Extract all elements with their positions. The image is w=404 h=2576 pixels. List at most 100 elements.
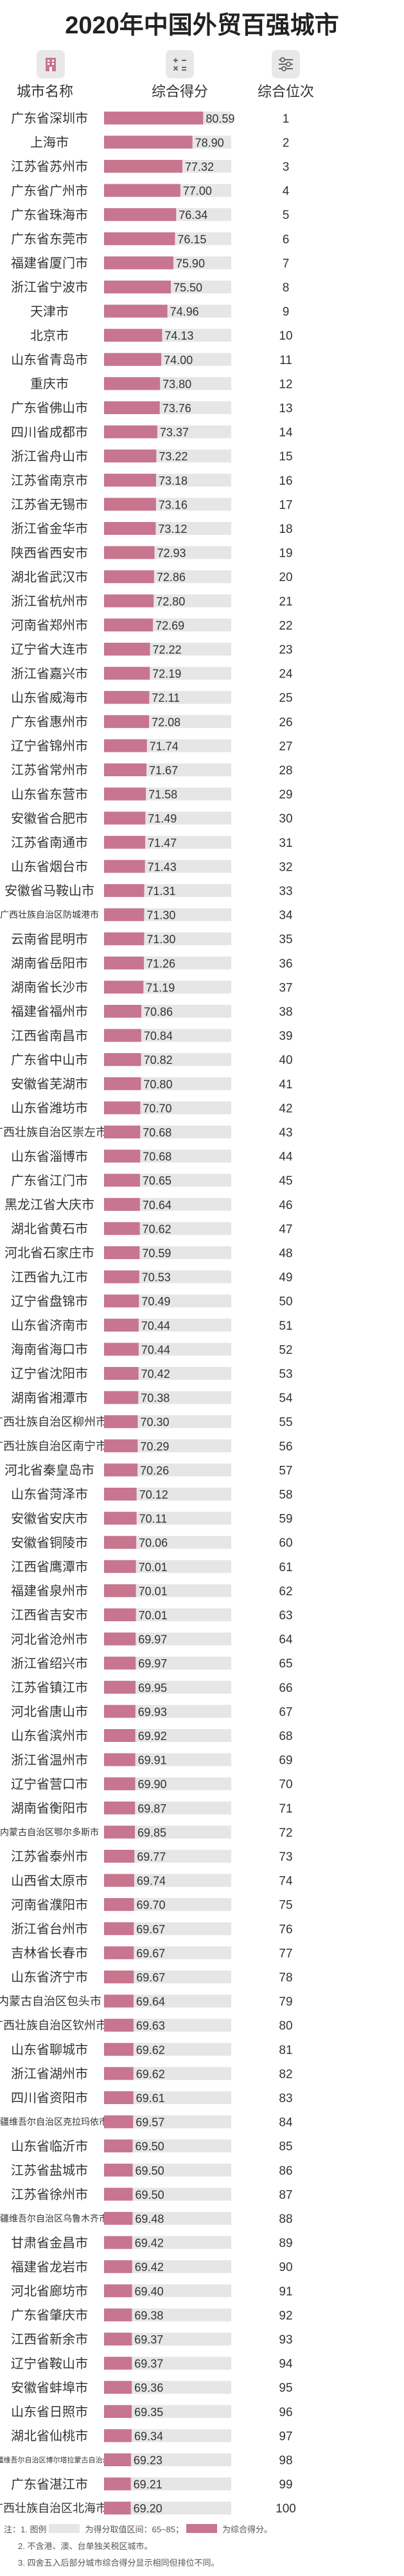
rank-value: 55	[279, 1416, 292, 1429]
rank-value: 23	[279, 643, 292, 657]
rank-value: 62	[279, 1585, 292, 1598]
score-bar	[104, 812, 146, 825]
city-label: 河北省唐山市	[11, 1705, 88, 1719]
score-value: 69.97	[138, 1657, 167, 1670]
score-value: 69.70	[137, 1899, 166, 1911]
city-label: 云南省昆明市	[11, 932, 88, 946]
city-label: 广西壮族自治区防城港市	[0, 910, 99, 920]
score-bar	[104, 739, 147, 753]
score-value: 69.42	[135, 2237, 164, 2250]
rank-value: 54	[279, 1392, 293, 1405]
score-value: 69.77	[137, 1850, 166, 1863]
score-value: 73.22	[159, 450, 188, 463]
bar-range-background	[104, 1705, 231, 1718]
rank-value: 35	[279, 933, 292, 946]
score-bar	[104, 1126, 141, 1138]
rank-value: 21	[279, 595, 292, 609]
score-bar	[104, 1149, 141, 1163]
score-value: 69.35	[134, 2406, 163, 2419]
city-label: 山东省日照市	[11, 2405, 88, 2419]
city-label: 湖北省武汉市	[11, 570, 88, 584]
score-value: 77.00	[183, 185, 212, 198]
score-bar	[104, 256, 173, 270]
score-bar	[104, 2453, 131, 2466]
score-bar	[104, 208, 177, 222]
bar-range-background	[104, 2067, 231, 2080]
rank-value: 42	[279, 1102, 292, 1115]
rank-value: 26	[279, 716, 292, 729]
score-bar	[104, 2067, 134, 2080]
city-label: 内蒙古自治区鄂尔多斯市	[0, 1827, 99, 1837]
rank-value: 1	[283, 112, 290, 126]
rank-value: 46	[279, 1199, 292, 1212]
score-bar	[104, 498, 156, 511]
rank-value: 34	[279, 909, 293, 923]
city-label: 浙江省舟山市	[11, 449, 88, 464]
score-bar	[104, 691, 150, 704]
score-bar	[104, 643, 150, 656]
city-label: 广东省中山市	[11, 1052, 88, 1067]
city-label: 山东省临沂市	[11, 2139, 88, 2154]
score-bar	[104, 522, 156, 535]
score-value: 70.12	[139, 1488, 168, 1501]
city-label: 山东省威海市	[11, 690, 88, 705]
score-value: 70.49	[141, 1295, 170, 1308]
score-value: 70.38	[141, 1392, 170, 1405]
city-label: 山东省菏泽市	[11, 1487, 88, 1502]
city-label: 上海市	[30, 135, 69, 150]
city-label: 新疆维吾尔自治区乌鲁木齐市	[0, 2213, 108, 2224]
city-label: 黑龙江省大庆市	[4, 1197, 94, 1212]
bar-range-background	[104, 2381, 231, 2394]
city-label: 江苏省镇江市	[11, 1680, 88, 1695]
score-value: 73.76	[162, 402, 191, 415]
city-label: 福建省泉州市	[11, 1584, 88, 1599]
city-label: 广西壮族自治区柳州市	[0, 1416, 107, 1429]
score-value: 69.62	[136, 2067, 165, 2080]
rank-value: 2	[283, 136, 290, 150]
rank-value: 95	[279, 2381, 292, 2395]
bar-range-background	[104, 2212, 231, 2225]
rank-value: 69	[279, 1754, 292, 1768]
rank-value: 66	[279, 1682, 292, 1695]
score-value: 69.61	[136, 2092, 165, 2105]
bar-range-background	[104, 1850, 231, 1863]
rank-value: 7	[283, 257, 290, 270]
score-value: 70.64	[143, 1199, 171, 1212]
score-bar	[104, 1994, 134, 2008]
note-2: 2. 不含港、澳、台单独关税区城市。	[18, 2541, 153, 2551]
score-bar	[104, 2212, 133, 2225]
score-value: 69.37	[134, 2358, 163, 2371]
score-value: 69.93	[138, 1705, 167, 1718]
city-label: 浙江省绍兴市	[11, 1656, 88, 1671]
city-label: 辽宁省锦州市	[11, 739, 88, 754]
rank-value: 12	[279, 378, 292, 391]
rank-value: 40	[279, 1054, 292, 1067]
score-bar	[104, 1488, 137, 1501]
score-value: 70.86	[144, 1005, 173, 1018]
city-label: 河北省廊坊市	[11, 2284, 88, 2299]
rank-value: 17	[279, 498, 292, 512]
score-bar	[104, 1657, 136, 1670]
rank-value: 14	[279, 426, 293, 440]
score-bar	[104, 1777, 136, 1791]
score-bar	[104, 1246, 140, 1259]
note-1-prefix: 注：1. 图例	[4, 2524, 47, 2534]
city-label: 甘肃省金昌市	[11, 2236, 88, 2250]
score-bar	[104, 1922, 134, 1935]
rank-value: 91	[279, 2285, 292, 2299]
score-value: 70.84	[144, 1030, 173, 1043]
rank-value: 87	[279, 2188, 292, 2202]
city-label: 江西省吉安市	[11, 1608, 88, 1623]
score-bar	[104, 1270, 139, 1284]
score-bar	[104, 763, 147, 776]
city-label: 山东省潍坊市	[11, 1101, 88, 1116]
score-value: 69.57	[136, 2116, 164, 2129]
city-label: 江苏省无锡市	[11, 498, 88, 512]
rank-value: 53	[279, 1368, 292, 1381]
city-label: 广东省东莞市	[11, 232, 88, 247]
score-bar	[104, 1632, 136, 1646]
score-bar	[104, 1874, 134, 1887]
page-title: 2020年中国外贸百强城市	[65, 12, 339, 39]
score-bar	[104, 135, 193, 149]
city-label: 江苏省苏州市	[11, 159, 88, 174]
